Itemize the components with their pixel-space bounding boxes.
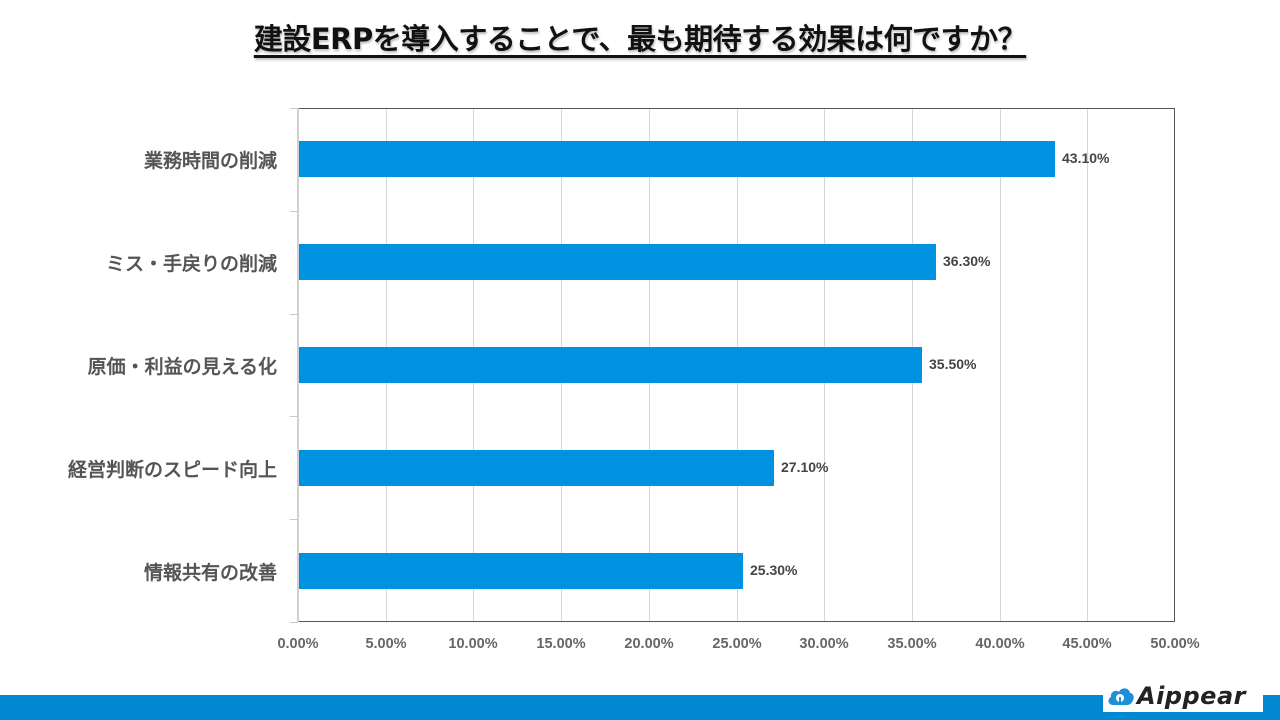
y-tick xyxy=(290,108,298,109)
x-tick-label: 20.00% xyxy=(624,636,674,652)
bar xyxy=(299,450,774,486)
plot-area xyxy=(298,108,1175,622)
value-label: 35.50% xyxy=(929,356,977,372)
x-tick-label: 0.00% xyxy=(277,636,319,652)
value-label: 27.10% xyxy=(781,459,829,475)
bar xyxy=(299,347,922,383)
gridline xyxy=(1087,108,1088,622)
x-tick-label: 40.00% xyxy=(975,636,1025,652)
x-tick-label: 50.00% xyxy=(1150,636,1200,652)
y-axis-line xyxy=(297,108,299,622)
bar xyxy=(299,553,743,589)
category-label: 経営判断のスピード向上 xyxy=(67,459,277,481)
x-tick-label: 5.00% xyxy=(365,636,407,652)
y-tick xyxy=(290,416,298,417)
gridline xyxy=(1000,108,1001,622)
category-label: 業務時間の削減 xyxy=(143,150,277,172)
y-tick xyxy=(290,519,298,520)
value-label: 25.30% xyxy=(750,562,798,578)
bar xyxy=(299,244,936,280)
cloud-icon xyxy=(1108,688,1134,705)
value-label: 43.10% xyxy=(1062,150,1110,166)
value-label: 36.30% xyxy=(943,253,991,269)
brand-name: Aippear xyxy=(1137,682,1246,710)
x-tick-label: 30.00% xyxy=(799,636,849,652)
bar xyxy=(299,141,1055,177)
category-label: ミス・手戻りの削減 xyxy=(105,253,277,275)
chart-title: 建設ERPを導入することで、最も期待する効果は何ですか？ xyxy=(0,16,1280,58)
x-tick-label: 35.00% xyxy=(887,636,937,652)
x-tick-label: 25.00% xyxy=(712,636,762,652)
y-tick xyxy=(290,314,298,315)
footer-band xyxy=(0,695,1280,720)
x-tick-label: 15.00% xyxy=(536,636,586,652)
y-tick xyxy=(290,622,298,623)
brand-logo: Aippear xyxy=(1103,680,1263,712)
x-tick-label: 10.00% xyxy=(448,636,498,652)
y-tick xyxy=(290,211,298,212)
category-label: 原価・利益の見える化 xyxy=(87,356,277,378)
chart-title-text: 建設ERPを導入することで、最も期待する効果は何ですか？ xyxy=(253,22,1027,56)
x-tick-label: 45.00% xyxy=(1062,636,1112,652)
category-label: 情報共有の改善 xyxy=(143,562,277,584)
